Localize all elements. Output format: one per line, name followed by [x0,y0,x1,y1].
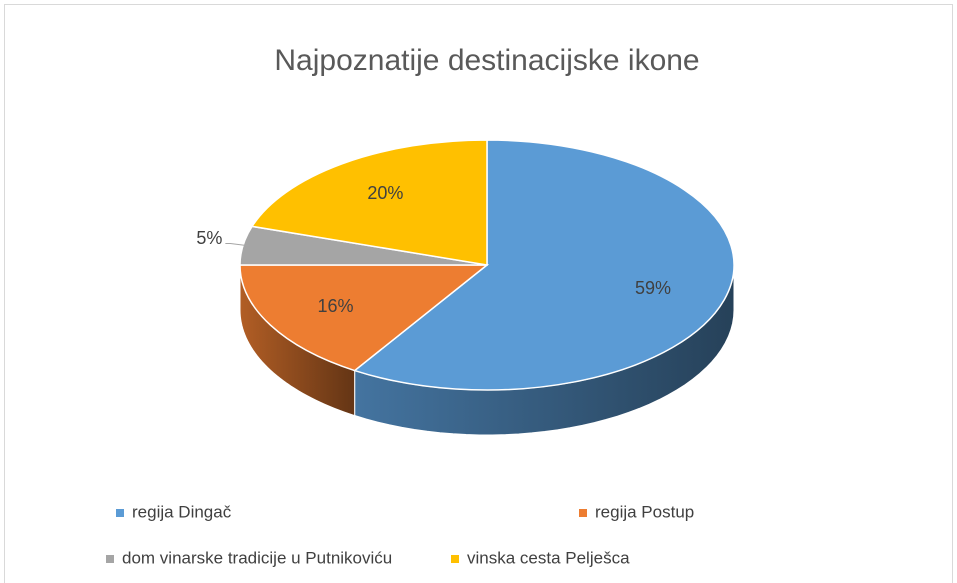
legend-marker [106,555,114,563]
legend-marker [579,509,587,517]
slice [353,139,735,391]
chart-title: Najpoznatije destinacijske ikone [274,44,699,77]
slice [250,139,488,266]
legend-label: dom vinarske tradicije u Putnikoviću [122,548,392,567]
legend-marker [451,555,459,563]
legend-label: regija Dingač [132,502,232,521]
legend-label: regija Postup [595,502,694,521]
data-label: 16% [317,296,353,316]
data-label: 5% [196,228,222,248]
legend-marker [116,509,124,517]
legend-label: vinska cesta Pelješca [467,548,630,567]
data-label: 20% [367,183,403,203]
data-label: 59% [635,278,671,298]
leader-line [225,242,251,247]
slice [239,264,490,372]
